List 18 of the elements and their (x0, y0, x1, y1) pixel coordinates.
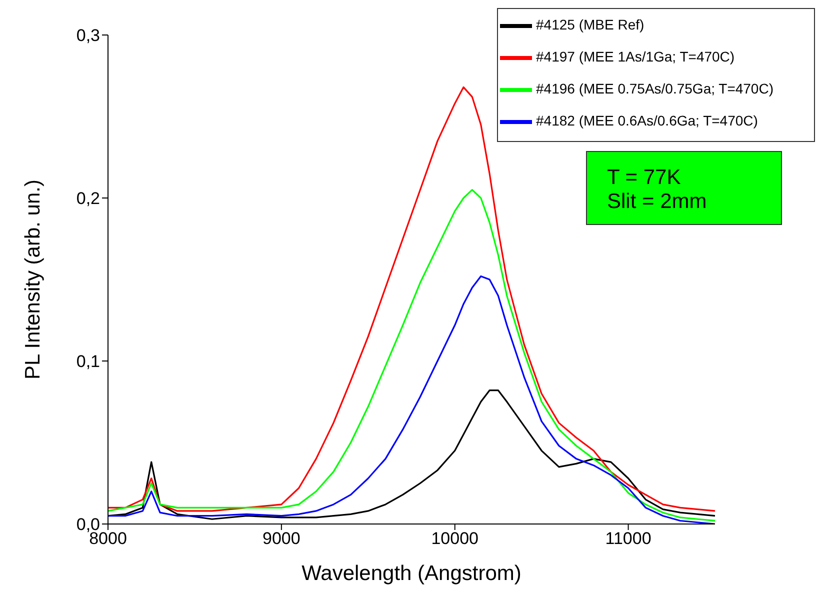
y-tick-label: 0,3 (76, 26, 100, 46)
x-tick-label: 10000 (431, 529, 478, 548)
y-tick-label: 0,1 (76, 352, 100, 372)
x-tick-label: 9000 (262, 529, 300, 548)
x-tick-label: 11000 (605, 529, 652, 548)
legend-label: #4196 (MEE 0.75As/0.75Ga; T=470C) (536, 80, 774, 97)
y-tick-label: 0,2 (76, 189, 100, 208)
legend-label: #4182 (MEE 0.6As/0.6Ga; T=470C) (536, 112, 758, 129)
x-axis-title: Wavelength (Angstrom) (302, 562, 522, 585)
text-box: T = 77K Slit = 2mm (586, 151, 782, 225)
line-series (108, 390, 715, 520)
annotation: Slit = 2mm (607, 190, 708, 214)
annotation: T = 77K (607, 166, 682, 190)
line-series (108, 189, 715, 522)
y-axis-title: PL Intensity (arb. un.) (21, 180, 44, 380)
x-tick-label: 8000 (89, 529, 127, 548)
legend-label: #4197 (MEE 1As/1Ga; T=470C) (536, 48, 735, 65)
legend-label: #4125 (MBE Ref) (536, 16, 644, 33)
